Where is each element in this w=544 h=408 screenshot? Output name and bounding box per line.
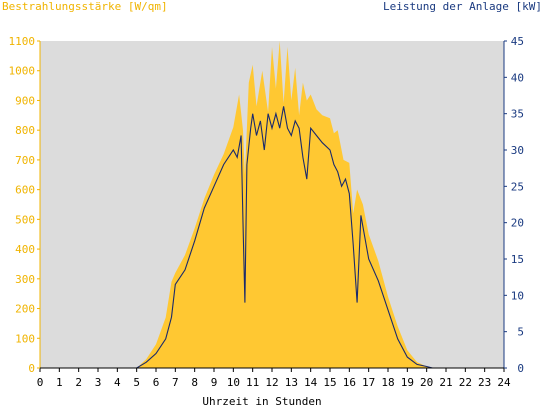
left-tick-label: 100 xyxy=(15,332,35,345)
left-tick-label: 500 xyxy=(15,213,35,226)
x-tick-label: 7 xyxy=(172,376,179,389)
x-tick-label: 21 xyxy=(439,376,452,389)
left-tick-label: 600 xyxy=(15,184,35,197)
right-tick-label: 0 xyxy=(517,362,524,375)
x-tick-label: 3 xyxy=(95,376,102,389)
x-tick-label: 19 xyxy=(401,376,414,389)
x-tick-label: 22 xyxy=(459,376,472,389)
right-tick-label: 30 xyxy=(511,144,524,157)
x-tick-label: 8 xyxy=(191,376,198,389)
x-axis-ticks: 0 1 2 3 4 5 6 7 8 9 10 11 12 13 14 15 16 17 18 19 20 21 22 23 24 xyxy=(37,368,511,389)
right-tick-label: 10 xyxy=(511,289,524,302)
right-tick-label: 40 xyxy=(511,71,524,84)
x-tick-label: 23 xyxy=(478,376,491,389)
left-tick-label: 800 xyxy=(15,124,35,137)
x-tick-label: 9 xyxy=(211,376,218,389)
x-tick-label: 20 xyxy=(420,376,433,389)
x-tick-label: 5 xyxy=(133,376,140,389)
left-tick-label: 900 xyxy=(15,94,35,107)
left-tick-label: 200 xyxy=(15,303,35,316)
x-tick-label: 18 xyxy=(381,376,394,389)
x-tick-label: 4 xyxy=(114,376,121,389)
right-axis-ticks: 0 5 10 15 20 25 30 35 40 45 xyxy=(504,35,524,375)
x-tick-label: 10 xyxy=(227,376,240,389)
left-tick-label: 400 xyxy=(15,243,35,256)
x-tick-label: 12 xyxy=(265,376,278,389)
x-tick-label: 16 xyxy=(343,376,356,389)
x-tick-label: 2 xyxy=(75,376,82,389)
x-tick-label: 11 xyxy=(246,376,259,389)
x-tick-label: 14 xyxy=(304,376,318,389)
x-tick-label: 1 xyxy=(56,376,63,389)
x-tick-label: 15 xyxy=(323,376,336,389)
left-axis-ticks: 0 100 200 300 400 500 600 700 800 900 1000 1100 xyxy=(9,35,40,375)
right-tick-label: 5 xyxy=(517,326,524,339)
x-tick-label: 13 xyxy=(285,376,298,389)
right-tick-label: 25 xyxy=(511,180,524,193)
left-tick-label: 1000 xyxy=(9,65,36,78)
right-axis-title: Leistung der Anlage [kW] xyxy=(383,0,542,13)
x-tick-label: 0 xyxy=(37,376,44,389)
left-tick-label: 0 xyxy=(28,362,35,375)
left-axis-title: Bestrahlungsstärke [W/qm] xyxy=(2,0,168,13)
x-tick-label: 17 xyxy=(362,376,375,389)
right-tick-label: 15 xyxy=(511,253,524,266)
power-line xyxy=(40,106,504,369)
right-tick-label: 20 xyxy=(511,217,524,230)
right-tick-label: 45 xyxy=(511,35,524,48)
right-tick-label: 35 xyxy=(511,108,524,121)
left-tick-label: 1100 xyxy=(9,35,36,48)
x-tick-label: 6 xyxy=(153,376,160,389)
x-tick-label: 24 xyxy=(497,376,511,389)
left-tick-label: 300 xyxy=(15,273,35,286)
irradiance-area xyxy=(40,41,504,368)
x-axis-label: Uhrzeit in Stunden xyxy=(202,395,321,408)
left-tick-label: 700 xyxy=(15,154,35,167)
